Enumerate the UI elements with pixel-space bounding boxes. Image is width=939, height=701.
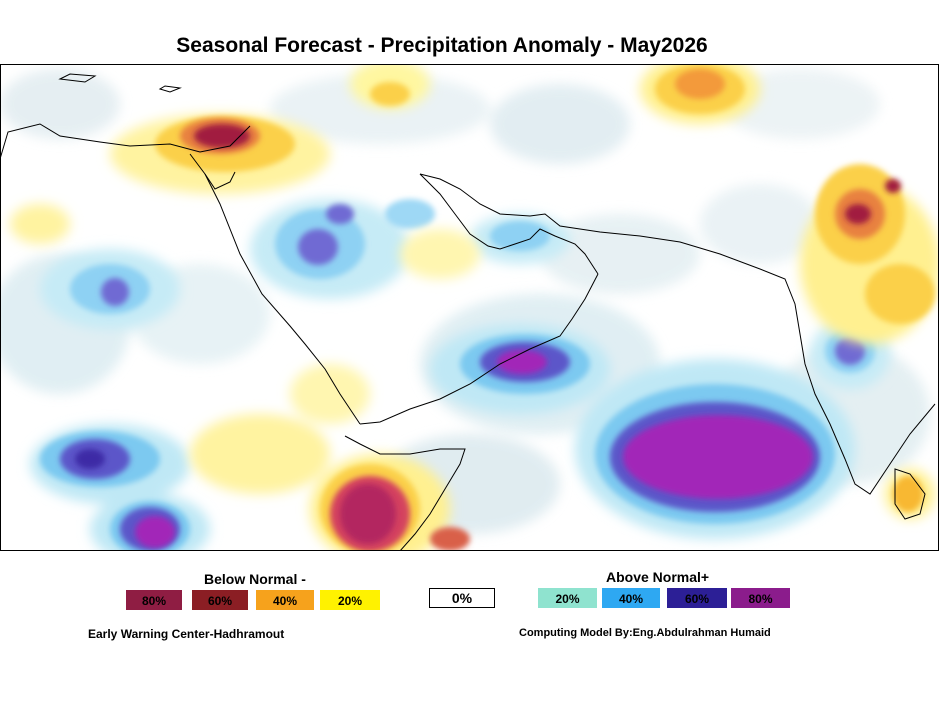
below-60-swatch: 60% [192, 590, 248, 610]
above-20-swatch: 20% [538, 588, 597, 608]
neutral-0-swatch: 0% [429, 588, 495, 608]
above-60-swatch: 60% [667, 588, 727, 608]
below-40-swatch: 40% [256, 590, 314, 610]
above-normal-areas [30, 199, 890, 551]
below-20-swatch: 20% [320, 590, 380, 610]
below-80-swatch: 80% [126, 590, 182, 610]
credit-left: Early Warning Center-Hadhramout [88, 627, 285, 641]
precipitation-anomaly-map [0, 64, 939, 551]
below-normal-heading: Below Normal - [204, 571, 306, 587]
above-normal-heading: Above Normal+ [606, 569, 710, 585]
credit-right: Computing Model By:Eng.Abdulrahman Humai… [519, 627, 771, 639]
above-80-swatch: 80% [731, 588, 790, 608]
coastlines [0, 73, 936, 551]
map-title: Seasonal Forecast - Precipitation Anomal… [176, 34, 708, 57]
below-normal-areas [10, 64, 939, 551]
above-40-swatch: 40% [602, 588, 660, 608]
